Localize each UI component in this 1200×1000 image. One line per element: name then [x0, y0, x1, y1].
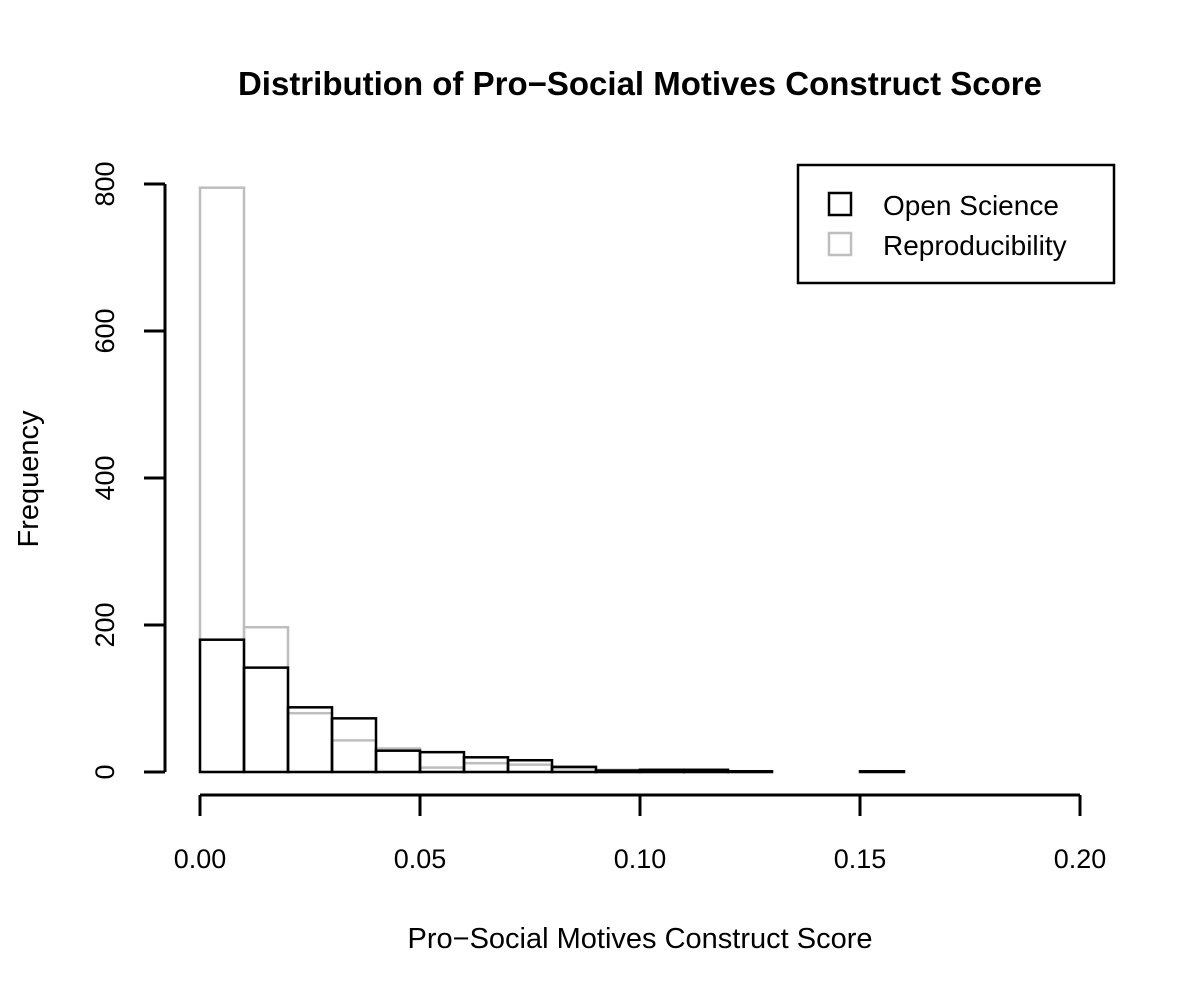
legend: Open Science Reproducibility	[796, 163, 1116, 285]
reproducibility-bar	[374, 747, 422, 774]
legend-label-reproducibility: Reproducibility	[883, 230, 1067, 261]
x-tick-label: 0.20	[1054, 844, 1107, 874]
reproducibility-bar	[242, 625, 290, 774]
x-tick-label: 0.05	[394, 844, 447, 874]
open-science-bar	[286, 706, 334, 774]
open-science-bar	[462, 756, 510, 774]
y-tick-label: 600	[90, 308, 120, 353]
open-science-bar	[242, 666, 290, 774]
legend-box	[796, 163, 1116, 285]
x-tick-label: 0.15	[834, 844, 887, 874]
x-axis-label: Pro−Social Motives Construct Score	[408, 923, 873, 955]
chart-title: Distribution of Pro−Social Motives Const…	[238, 65, 1042, 102]
y-tick-label: 400	[90, 455, 120, 500]
reproducibility-bar	[462, 761, 510, 774]
open-science-bar	[374, 749, 422, 774]
y-axis: 0 200 400 600 800	[90, 161, 167, 780]
y-axis-label: Frequency	[13, 410, 45, 548]
open-science-bars	[198, 638, 906, 774]
open-science-bar	[198, 638, 246, 774]
legend-swatch-reproducibility	[827, 231, 853, 257]
x-tick-label: 0.10	[614, 844, 667, 874]
legend-label-open-science: Open Science	[883, 190, 1059, 221]
y-tick-label: 0	[90, 764, 120, 779]
open-science-bar	[858, 770, 906, 774]
reproducibility-bar	[330, 739, 378, 774]
open-science-bar	[506, 758, 554, 774]
x-axis: 0.00 0.05 0.10 0.15 0.20	[174, 793, 1107, 874]
open-science-bar	[330, 717, 378, 774]
reproducibility-bars	[198, 186, 774, 774]
open-science-bar	[682, 768, 730, 774]
y-tick-label: 800	[90, 161, 120, 206]
y-tick-label: 200	[90, 602, 120, 647]
reproducibility-bar	[198, 186, 246, 774]
legend-swatch-open-science	[827, 191, 853, 217]
open-science-bar	[726, 770, 774, 774]
open-science-bar	[594, 769, 642, 774]
open-science-bar	[418, 750, 466, 774]
x-tick-label: 0.00	[174, 844, 227, 874]
reproducibility-bar	[286, 711, 334, 774]
open-science-bar	[638, 768, 686, 774]
